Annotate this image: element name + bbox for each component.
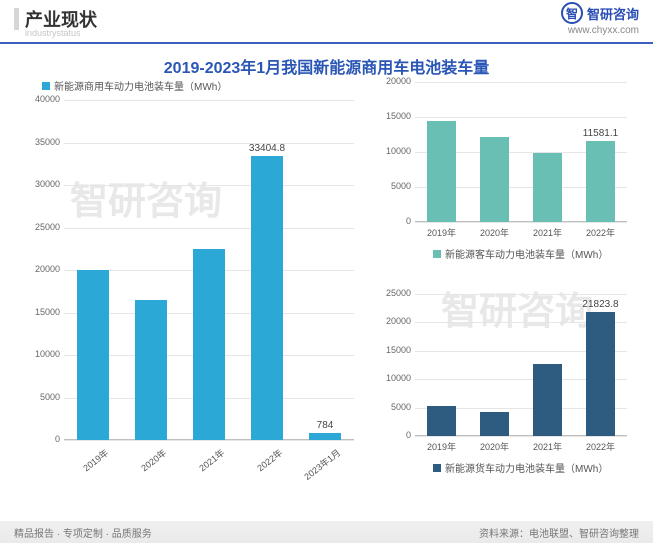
main-xaxis: 2019年2020年2021年2022年2023年1月 [64, 440, 354, 492]
grid-line [64, 185, 354, 186]
y-tick-label: 30000 [18, 179, 60, 189]
header: 产业现状 industrystatus 智 智研咨询 www.chyxx.com [0, 0, 653, 44]
y-tick-label: 5000 [373, 402, 411, 412]
bar [193, 249, 225, 440]
chart-title: 2019-2023年1月我国新能源商用车电池装车量 [0, 54, 653, 78]
footer-right: 资料来源：电池联盟、智研咨询整理 [479, 525, 639, 539]
bottom-yaxis: 0500010000150002000025000 [375, 294, 413, 436]
header-subtitle: industrystatus [25, 28, 81, 38]
grid-line [64, 100, 354, 101]
y-tick-label: 5000 [18, 392, 60, 402]
header-accent [14, 8, 19, 30]
y-tick-label: 15000 [18, 307, 60, 317]
x-tick-label: 2020年 [114, 446, 169, 493]
value-label: 33404.8 [237, 143, 297, 154]
grid-line [415, 294, 627, 295]
bottom-chart-legend: 新能源货车动力电池装车量（MWh） [433, 460, 608, 475]
bar [77, 270, 109, 440]
x-tick-label: 2020年 [469, 440, 521, 453]
logo-box: 智 智研咨询 www.chyxx.com [561, 2, 639, 36]
bar [251, 156, 283, 440]
x-tick-label: 2019年 [56, 446, 111, 493]
x-tick-label: 2021年 [172, 446, 227, 493]
top-chart: 11581.1 05000100001500020000 2019年2020年2… [375, 78, 635, 278]
y-tick-label: 0 [373, 216, 411, 226]
value-label: 21823.8 [571, 299, 631, 310]
bar [309, 433, 341, 440]
footer-left: 精品报告 · 专项定制 · 品质服务 [14, 525, 152, 539]
legend-label: 新能源商用车动力电池装车量（MWh） [54, 78, 227, 93]
bar [427, 121, 456, 223]
bar [586, 312, 615, 436]
legend-label: 新能源客车动力电池装车量（MWh） [445, 246, 608, 261]
main-chart-legend: 新能源商用车动力电池装车量（MWh） [42, 78, 227, 93]
logo-icon: 智 [561, 2, 583, 24]
charts-area: 新能源商用车动力电池装车量（MWh） 33404.8784 2019年2020年… [0, 78, 653, 519]
grid-line [415, 82, 627, 83]
y-tick-label: 25000 [373, 288, 411, 298]
bottom-chart: 21823.8 0500010000150002000025000 2019年2… [375, 290, 635, 494]
x-tick-label: 2023年1月 [288, 446, 343, 493]
top-plot-area: 11581.1 [415, 82, 627, 222]
legend-swatch [42, 82, 50, 90]
top-xaxis: 2019年2020年2021年2022年 [415, 224, 627, 240]
x-tick-label: 2020年 [469, 226, 521, 239]
x-tick-label: 2019年 [416, 226, 468, 239]
y-tick-label: 35000 [18, 137, 60, 147]
grid-line [415, 117, 627, 118]
bar [586, 141, 615, 222]
logo-url: www.chyxx.com [561, 25, 639, 36]
x-tick-label: 2021年 [522, 226, 574, 239]
bottom-plot-area: 21823.8 [415, 294, 627, 436]
logo-text: 智研咨询 [587, 4, 639, 23]
y-tick-label: 15000 [373, 111, 411, 121]
grid-line [64, 143, 354, 144]
main-yaxis: 0500010000150002000025000300003500040000 [20, 100, 62, 440]
grid-line [415, 436, 627, 437]
y-tick-label: 20000 [373, 76, 411, 86]
y-tick-label: 10000 [373, 373, 411, 383]
bar [480, 137, 509, 222]
bar [533, 153, 562, 222]
y-tick-label: 0 [373, 430, 411, 440]
y-tick-label: 0 [18, 434, 60, 444]
x-tick-label: 2021年 [522, 440, 574, 453]
legend-label: 新能源货车动力电池装车量（MWh） [445, 460, 608, 475]
bottom-xaxis: 2019年2020年2021年2022年 [415, 438, 627, 454]
main-plot-area: 33404.8 784 [64, 100, 354, 440]
value-label: 11581.1 [571, 128, 631, 139]
y-tick-label: 5000 [373, 181, 411, 191]
value-label: 784 [295, 420, 355, 431]
legend-swatch [433, 250, 441, 258]
x-tick-label: 2022年 [230, 446, 285, 493]
y-tick-label: 25000 [18, 222, 60, 232]
footer: 精品报告 · 专项定制 · 品质服务 资料来源：电池联盟、智研咨询整理 [0, 521, 653, 543]
y-tick-label: 10000 [18, 349, 60, 359]
y-tick-label: 20000 [18, 264, 60, 274]
main-chart: 新能源商用车动力电池装车量（MWh） 33404.8 784 2019年2020年… [20, 78, 362, 493]
y-tick-label: 40000 [18, 94, 60, 104]
grid-line [415, 222, 627, 223]
x-tick-label: 2022年 [575, 226, 627, 239]
y-tick-label: 20000 [373, 316, 411, 326]
top-yaxis: 05000100001500020000 [375, 82, 413, 222]
bar [480, 412, 509, 436]
top-chart-legend: 新能源客车动力电池装车量（MWh） [433, 246, 608, 261]
bar [533, 364, 562, 436]
bar [135, 300, 167, 440]
x-tick-label: 2022年 [575, 440, 627, 453]
y-tick-label: 15000 [373, 345, 411, 355]
grid-line [64, 228, 354, 229]
bar [427, 406, 456, 436]
y-tick-label: 10000 [373, 146, 411, 156]
legend-swatch [433, 464, 441, 472]
x-tick-label: 2019年 [416, 440, 468, 453]
